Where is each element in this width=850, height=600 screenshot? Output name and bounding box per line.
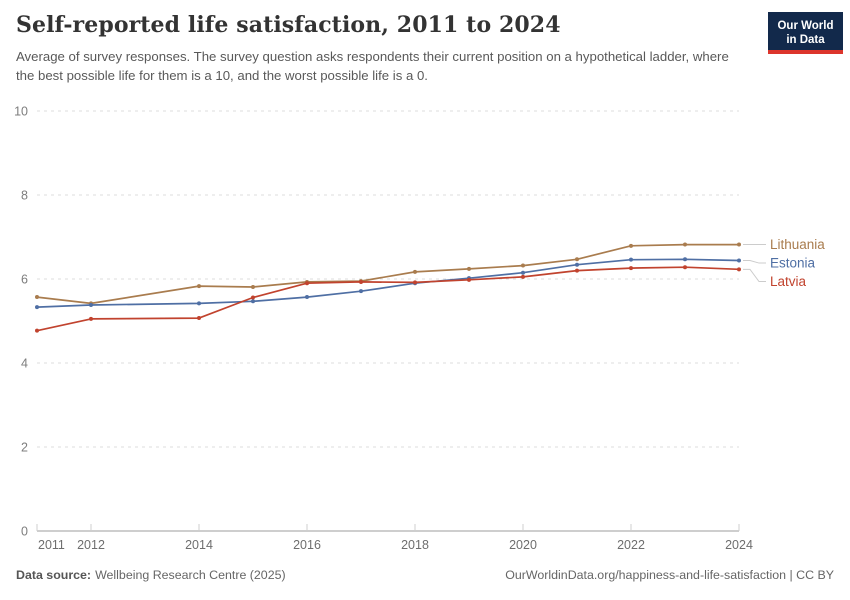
y-tick-label-10: 10 [14,105,28,119]
data-point-latvia-2020[interactable] [521,274,525,279]
series-line-estonia [36,258,740,308]
data-point-lithuania-2022[interactable] [629,243,633,248]
x-tick-label-2020: 2020 [509,538,537,552]
data-point-latvia-2017[interactable] [359,279,363,284]
data-point-latvia-2012[interactable] [89,316,93,321]
x-tick-label-2011: 2011 [38,538,65,552]
data-point-lithuania-2014[interactable] [197,284,201,289]
data-point-latvia-2014[interactable] [197,316,201,321]
legend-label-latvia[interactable]: Latvia [770,274,807,289]
data-point-lithuania-2018[interactable] [413,269,417,274]
data-point-estonia-2020[interactable] [521,270,525,275]
legend-label-lithuania[interactable]: Lithuania [770,237,825,252]
x-tick-label-2024: 2024 [725,538,753,552]
y-tick-label-2: 2 [21,441,28,455]
data-point-lithuania-2011[interactable] [35,295,39,300]
data-point-latvia-2024[interactable] [737,267,741,272]
x-tick-label-2022: 2022 [617,538,645,552]
data-point-lithuania-2015[interactable] [251,284,255,289]
legend-label-estonia[interactable]: Estonia [770,256,816,271]
chart-header: Self-reported life satisfaction, 2011 to… [16,12,843,85]
owid-logo-line2: in Data [786,34,825,46]
x-tick-label-2016: 2016 [293,538,321,552]
data-point-latvia-2016[interactable] [305,281,309,286]
data-point-estonia-2022[interactable] [629,257,633,262]
y-tick-label-8: 8 [21,189,28,203]
data-point-latvia-2015[interactable] [251,295,255,300]
legend-connector-estonia [743,260,766,264]
data-point-latvia-2022[interactable] [629,266,633,271]
owid-logo-accent [768,50,843,54]
x-tick-label-2012: 2012 [77,538,105,552]
data-point-lithuania-2019[interactable] [467,266,471,271]
data-point-estonia-2023[interactable] [683,257,687,262]
data-source-text: Wellbeing Research Centre (2025) [95,568,286,582]
data-point-latvia-2021[interactable] [575,268,579,273]
data-point-estonia-2017[interactable] [359,289,363,294]
x-tick-label-2018: 2018 [401,538,429,552]
data-source: Data source: Wellbeing Research Centre (2… [16,568,286,582]
data-point-estonia-2011[interactable] [35,305,39,310]
chart-footer: Data source: Wellbeing Research Centre (2… [16,568,834,582]
data-source-label: Data source: [16,568,92,582]
page-title: Self-reported life satisfaction, 2011 to… [16,12,561,38]
data-point-latvia-2018[interactable] [413,280,417,285]
data-point-latvia-2011[interactable] [35,328,39,333]
data-point-estonia-2012[interactable] [89,303,93,308]
chart-subtitle: Average of survey responses. The survey … [16,49,729,83]
y-tick-label-4: 4 [21,357,28,371]
data-point-latvia-2019[interactable] [467,277,471,282]
data-point-lithuania-2024[interactable] [737,242,741,247]
owid-logo-text: Our World in Data [777,19,833,47]
legend-connector-latvia [743,268,766,283]
data-point-lithuania-2023[interactable] [683,242,687,247]
data-point-lithuania-2020[interactable] [521,263,525,268]
data-point-estonia-2015[interactable] [251,299,255,304]
y-tick-label-0: 0 [21,525,28,539]
data-point-estonia-2021[interactable] [575,262,579,267]
data-point-lithuania-2021[interactable] [575,257,579,262]
series-line-lithuania [36,243,739,305]
data-point-latvia-2023[interactable] [683,265,687,270]
y-tick-label-6: 6 [21,273,28,287]
owid-logo[interactable]: Our World in Data [768,12,843,54]
owid-logo-line1: Our World [777,19,834,32]
data-point-estonia-2014[interactable] [197,301,201,306]
attribution-link[interactable]: OurWorldinData.org/happiness-and-life-sa… [505,568,834,582]
x-tick-label-2014: 2014 [185,538,213,552]
data-point-estonia-2024[interactable] [737,258,741,263]
data-point-estonia-2016[interactable] [305,295,309,300]
